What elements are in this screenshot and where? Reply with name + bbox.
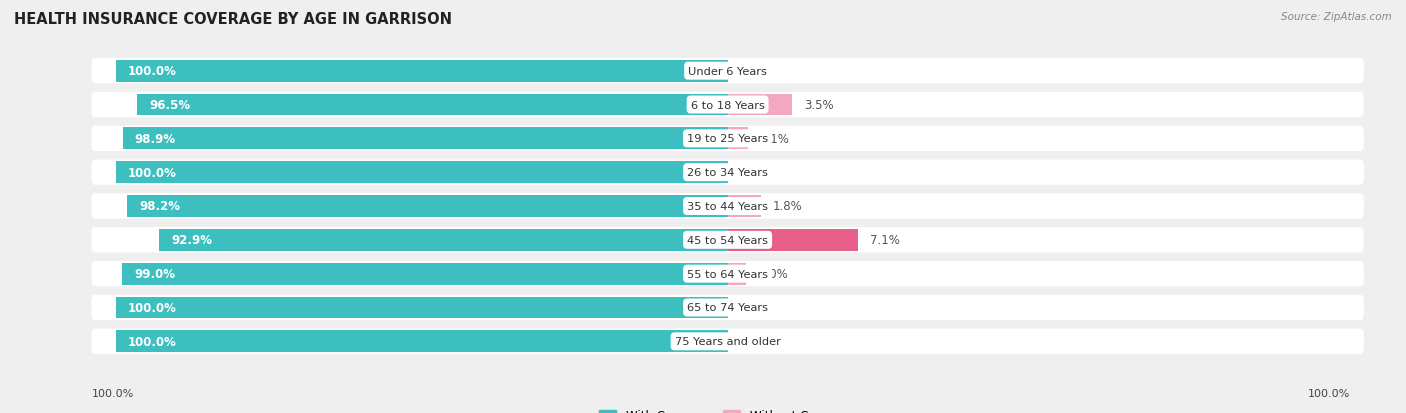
Text: 98.2%: 98.2%: [139, 200, 180, 213]
Text: 19 to 25 Years: 19 to 25 Years: [688, 134, 768, 144]
Bar: [159, 229, 728, 251]
FancyBboxPatch shape: [91, 295, 1364, 320]
Text: 0.0%: 0.0%: [740, 65, 769, 78]
Bar: [115, 162, 728, 184]
FancyBboxPatch shape: [91, 160, 1364, 185]
FancyBboxPatch shape: [91, 228, 1364, 253]
Text: 45 to 54 Years: 45 to 54 Years: [688, 235, 768, 245]
Bar: [728, 128, 748, 150]
Bar: [115, 330, 728, 352]
Legend: With Coverage, Without Coverage: With Coverage, Without Coverage: [593, 404, 862, 413]
Text: 35 to 44 Years: 35 to 44 Years: [688, 202, 768, 211]
Text: 100.0%: 100.0%: [91, 389, 134, 399]
Text: 99.0%: 99.0%: [134, 268, 176, 280]
Bar: [728, 229, 858, 251]
Text: Under 6 Years: Under 6 Years: [688, 66, 768, 76]
Text: HEALTH INSURANCE COVERAGE BY AGE IN GARRISON: HEALTH INSURANCE COVERAGE BY AGE IN GARR…: [14, 12, 453, 27]
Text: 100.0%: 100.0%: [128, 335, 177, 348]
Text: Source: ZipAtlas.com: Source: ZipAtlas.com: [1281, 12, 1392, 22]
FancyBboxPatch shape: [91, 329, 1364, 354]
FancyBboxPatch shape: [91, 126, 1364, 152]
Text: 6 to 18 Years: 6 to 18 Years: [690, 100, 765, 110]
Text: 0.0%: 0.0%: [740, 166, 769, 179]
Text: 3.5%: 3.5%: [804, 99, 834, 112]
Text: 0.0%: 0.0%: [740, 301, 769, 314]
Text: 0.0%: 0.0%: [740, 335, 769, 348]
Bar: [115, 61, 728, 83]
FancyBboxPatch shape: [91, 93, 1364, 118]
FancyBboxPatch shape: [91, 194, 1364, 219]
Text: 1.0%: 1.0%: [758, 268, 787, 280]
Text: 92.9%: 92.9%: [172, 234, 212, 247]
Text: 75 Years and older: 75 Years and older: [675, 337, 780, 347]
Bar: [115, 297, 728, 319]
Bar: [728, 263, 747, 285]
Text: 7.1%: 7.1%: [870, 234, 900, 247]
Text: 55 to 64 Years: 55 to 64 Years: [688, 269, 768, 279]
Text: 1.8%: 1.8%: [773, 200, 803, 213]
Text: 100.0%: 100.0%: [1308, 389, 1350, 399]
Bar: [122, 263, 728, 285]
Text: 96.5%: 96.5%: [149, 99, 191, 112]
Text: 100.0%: 100.0%: [128, 65, 177, 78]
FancyBboxPatch shape: [91, 59, 1364, 84]
Bar: [728, 94, 792, 116]
Text: 65 to 74 Years: 65 to 74 Years: [688, 303, 768, 313]
Bar: [127, 195, 728, 218]
Bar: [122, 128, 728, 150]
Text: 98.9%: 98.9%: [135, 133, 176, 145]
FancyBboxPatch shape: [91, 261, 1364, 287]
Text: 100.0%: 100.0%: [128, 166, 177, 179]
Bar: [728, 195, 761, 218]
Text: 100.0%: 100.0%: [128, 301, 177, 314]
Text: 1.1%: 1.1%: [761, 133, 790, 145]
Text: 26 to 34 Years: 26 to 34 Years: [688, 168, 768, 178]
Bar: [138, 94, 728, 116]
